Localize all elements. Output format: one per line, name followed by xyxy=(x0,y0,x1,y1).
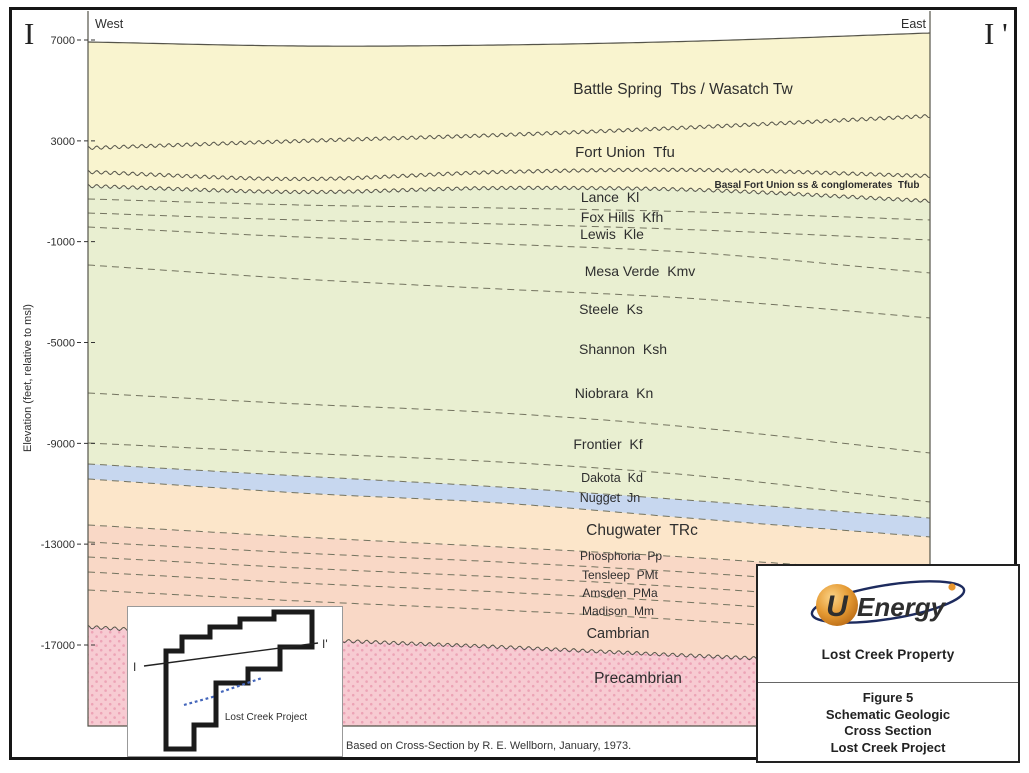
boundary-nugb-line xyxy=(87,478,931,538)
layer-nugget-blue-fill xyxy=(88,464,930,537)
section-endpoint-i: I xyxy=(24,16,35,51)
logo-wordmark: Energy xyxy=(857,592,947,622)
inset-i-prime-label: I' xyxy=(322,637,328,651)
formation-label-phosphoria: Phosphoria Pp xyxy=(580,549,662,563)
formation-label-fox-hills: Fox Hills Kfh xyxy=(581,209,663,225)
y-axis-title: Elevation (feet, relative to msl) xyxy=(22,304,34,452)
boundary-phos-line xyxy=(87,524,931,575)
formation-label-mesa-verde: Mesa Verde Kmv xyxy=(585,263,696,279)
formation-label-dakota: Dakota Kd xyxy=(581,471,643,485)
boundary-surface-line xyxy=(87,32,931,47)
formation-label-lewis: Lewis Kle xyxy=(580,226,644,242)
elevation-tick-label: -17000 xyxy=(41,640,75,652)
formation-label-shannon: Shannon Ksh xyxy=(579,341,667,357)
inset-map-canvas: I I' Lost Creek Project xyxy=(133,609,328,752)
boundary-niofr-line xyxy=(87,392,931,454)
logo-u-monogram: U xyxy=(826,590,849,623)
inset-project-label: Lost Creek Project xyxy=(225,712,307,723)
plot-border xyxy=(87,11,931,727)
drill-trend-dotted-line xyxy=(183,676,263,707)
source-note: Based on Cross-Section by R. E. Wellborn… xyxy=(346,740,632,752)
boundary-camb-line xyxy=(87,589,931,638)
strata-fills xyxy=(88,33,930,726)
figure-number: Figure 5 xyxy=(862,690,914,705)
ur-energy-logo: U Energy xyxy=(810,580,966,626)
property-name: Lost Creek Property xyxy=(821,647,955,662)
boundary-steele-line xyxy=(87,264,931,319)
layer-tertiary-yellow-fill xyxy=(88,33,930,201)
formation-label-steele: Steele Ks xyxy=(579,301,643,317)
project-boundary-outline xyxy=(163,609,315,752)
location-inset-map: I I' Lost Creek Project xyxy=(127,606,343,757)
formation-label-frontier: Frontier Kf xyxy=(573,436,642,452)
figure-title-line-2: Cross Section xyxy=(844,723,932,738)
formation-label-amsden: Amsden PMa xyxy=(582,586,658,600)
elevation-axis: 7000 3000 -1000 -5000 -9000 -13000 -17000 xyxy=(41,35,97,652)
elevation-tick-label: -5000 xyxy=(47,337,75,349)
boundary-wavyC-line xyxy=(87,183,930,204)
elevation-tick-label: 7000 xyxy=(51,35,75,47)
formation-label-basal-fu: Basal Fort Union ss & conglomerates Tfub xyxy=(714,180,919,191)
logo-orbit-swoosh xyxy=(810,580,966,624)
strata-boundaries xyxy=(87,32,931,668)
boundary-madi-line xyxy=(87,571,931,620)
formation-label-niobrara: Niobrara Kn xyxy=(575,385,654,401)
layer-cretaceous-green-fill xyxy=(88,186,930,518)
formation-label-lance: Lance Kl xyxy=(581,189,639,205)
title-block-upper: U Energy Lost Creek Property xyxy=(758,566,1018,683)
elevation-tick-label: -9000 xyxy=(47,438,75,450)
section-trace-line xyxy=(143,642,319,667)
boundary-wavyA-line xyxy=(87,114,930,151)
boundary-tens-line xyxy=(87,541,931,590)
formation-label-chugwater: Chugwater TRc xyxy=(586,522,698,539)
formation-label-battle-spring: Battle Spring Tbs / Wasatch Tw xyxy=(573,81,793,98)
formation-labels: Battle Spring Tbs / Wasatch Tw Fort Union… xyxy=(573,81,919,687)
boundary-fox-line xyxy=(87,198,931,221)
east-label: East xyxy=(901,17,927,31)
west-label: West xyxy=(95,17,124,31)
section-endpoint-i-prime: I ' xyxy=(984,16,1008,51)
title-block: U Energy Lost Creek Property Figure 5 Sc… xyxy=(756,564,1020,763)
layer-chugwater-peach-fill xyxy=(88,479,930,574)
formation-label-fort-union: Fort Union Tfu xyxy=(575,144,675,161)
elevation-tick-label: 3000 xyxy=(51,136,75,148)
boundary-wavyB-line xyxy=(87,167,930,182)
boundary-amsd-line xyxy=(87,556,931,605)
elevation-tick-label: -1000 xyxy=(47,237,75,249)
figure-title-line-1: Schematic Geologic xyxy=(825,706,951,722)
elevation-tick-label: -13000 xyxy=(41,539,75,551)
title-block-lower: Figure 5 Schematic Geologic Cross Sectio… xyxy=(758,683,1018,756)
boundary-lewis-line xyxy=(87,212,931,241)
boundary-mesa-line xyxy=(87,226,931,274)
logo-orbit-dot xyxy=(948,583,956,591)
inset-i-label: I xyxy=(133,660,136,674)
boundary-frda-line xyxy=(87,442,931,503)
formation-label-nugget: Nugget Jn xyxy=(580,491,641,505)
formation-label-madison: Madison Mm xyxy=(582,604,654,618)
boundary-nugt-line xyxy=(87,463,931,519)
formation-label-cambrian: Cambrian xyxy=(587,626,650,642)
formation-label-precambrian: Precambrian xyxy=(594,670,682,687)
formation-label-tensleep: Tensleep PMt xyxy=(582,568,659,582)
logo-sphere xyxy=(816,584,858,626)
figure-title-line-3: Lost Creek Project xyxy=(830,739,946,755)
